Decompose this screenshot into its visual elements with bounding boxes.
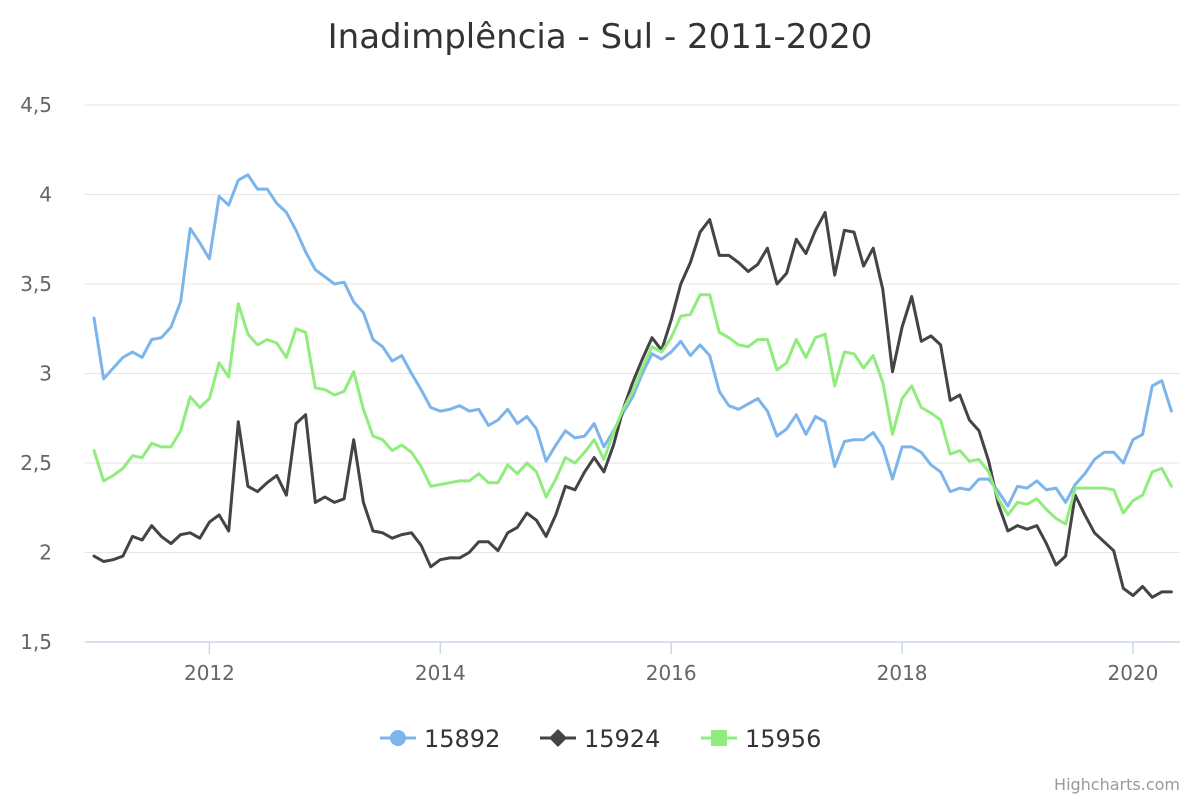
x-tick-label: 2014 (415, 661, 466, 685)
y-tick-label: 1,5 (20, 630, 52, 654)
x-tick-label: 2020 (1108, 661, 1159, 685)
legend-item-15892[interactable]: 15892 (380, 725, 500, 753)
x-tick-label: 2018 (877, 661, 928, 685)
y-tick-label: 3 (39, 362, 52, 386)
y-tick-label: 2,5 (20, 451, 52, 475)
legend-label: 15956 (745, 725, 821, 753)
y-tick-label: 3,5 (20, 272, 52, 296)
x-axis: 2012 2014 2016 2018 2020 (85, 641, 1180, 685)
legend: 15892 15924 15956 (380, 725, 821, 753)
legend-item-15924[interactable]: 15924 (540, 725, 660, 753)
y-tick-label: 4 (39, 183, 52, 207)
legend-square-marker (711, 730, 727, 746)
legend-label: 15924 (584, 725, 660, 753)
grid-lines (85, 104, 1180, 553)
legend-item-15956[interactable]: 15956 (701, 725, 821, 753)
x-tick-label: 2012 (184, 661, 235, 685)
legend-label: 15892 (424, 725, 500, 753)
chart-title: Inadimplência - Sul - 2011-2020 (328, 17, 873, 57)
y-axis-ticks: 1,5 2 2,5 3 3,5 4 4,5 (20, 93, 52, 654)
x-tick-label: 2016 (646, 661, 697, 685)
y-tick-label: 4,5 (20, 93, 52, 117)
series-line-15956[interactable] (92, 293, 1173, 526)
y-tick-label: 2 (39, 541, 52, 565)
series-line-15924[interactable] (92, 210, 1173, 599)
series-line-15892[interactable] (92, 173, 1173, 508)
credits-link[interactable]: Highcharts.com (1054, 775, 1180, 794)
series-layer (92, 173, 1173, 599)
legend-circle-marker (390, 730, 406, 746)
legend-diamond-marker (549, 729, 567, 747)
